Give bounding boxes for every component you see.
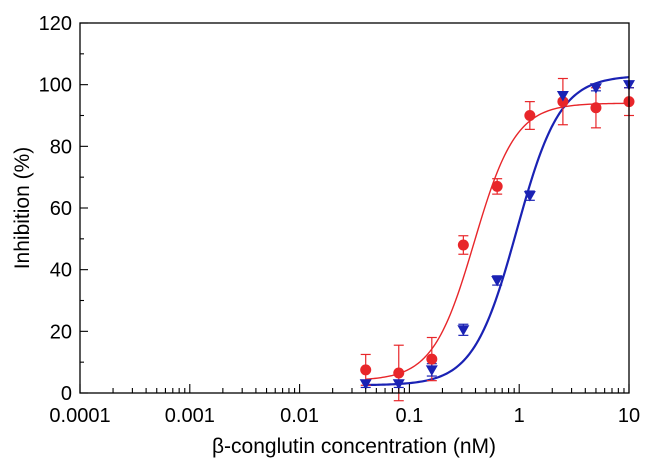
- data-point-circle: [426, 353, 438, 365]
- data-point-circle: [457, 239, 469, 251]
- y-tick-label: 120: [39, 13, 72, 35]
- y-tick-label: 60: [50, 198, 72, 220]
- data-point-triangle: [523, 191, 536, 202]
- fit-curve-series-1: [365, 102, 630, 380]
- x-tick-label: 0.01: [280, 405, 319, 427]
- data-point-circle: [590, 102, 602, 114]
- data-point-triangle: [425, 365, 438, 376]
- y-axis-title: Inhibition (%): [11, 147, 34, 270]
- data-point-triangle: [556, 90, 569, 102]
- x-axis-ticks: 0.0001 0.001 0.01 0.1 1 10: [49, 384, 640, 427]
- data-point-triangle: [392, 379, 405, 390]
- data-point-circle: [393, 367, 405, 379]
- data-point-triangle: [359, 379, 372, 390]
- fit-curves: [365, 76, 630, 387]
- y-tick-label: 0: [61, 383, 72, 405]
- x-tick-label: 1: [514, 405, 525, 427]
- data-point-circle: [360, 364, 372, 376]
- y-axis-ticks: 0 20 40 60 80 100 120: [39, 13, 88, 405]
- x-axis-title: β-conglutin concentration (nM): [212, 435, 496, 458]
- x-tick-label: 0.001: [165, 405, 215, 427]
- y-tick-label: 80: [50, 136, 72, 158]
- data-point-triangle: [491, 275, 504, 287]
- plot-frame: [79, 22, 630, 394]
- x-tick-label: 0.0001: [49, 405, 110, 427]
- x-tick-label: 10: [618, 405, 640, 427]
- data-point-circle: [557, 96, 569, 108]
- data-point-circle: [491, 180, 503, 192]
- y-tick-label: 20: [50, 321, 72, 343]
- data-points: [359, 80, 635, 390]
- data-point-circle: [524, 110, 536, 121]
- x-tick-label: 0.1: [395, 405, 423, 427]
- y-tick-label: 100: [39, 75, 72, 97]
- fit-curve-series-2: [365, 76, 630, 387]
- error-bars: [360, 77, 634, 402]
- data-point-triangle: [457, 325, 470, 336]
- y-tick-label: 40: [50, 260, 72, 282]
- data-point-triangle: [589, 83, 602, 94]
